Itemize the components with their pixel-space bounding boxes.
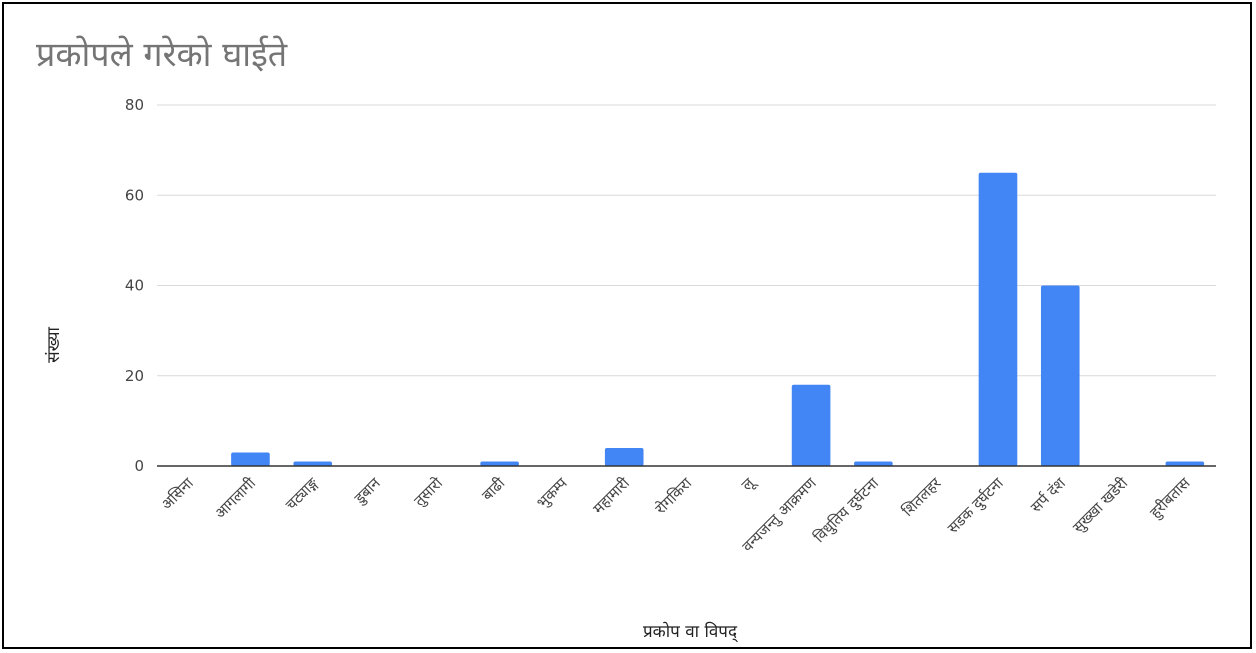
bar (604, 447, 644, 466)
y-tick-label: 80 (125, 96, 144, 114)
y-axis-ticks: 0 20 40 60 80 (125, 96, 144, 475)
y-tick-label: 0 (134, 457, 144, 475)
x-tick-label: सुख्खा खडेरी (1069, 473, 1133, 537)
bar (293, 461, 333, 466)
bar (854, 461, 893, 466)
bar (1040, 285, 1080, 466)
chart-title: प्रकोपले गरेको घाईते (36, 35, 288, 75)
x-tick-label: रोगकिरा (652, 473, 697, 518)
x-tick-label: सडक दुर्घटना (944, 473, 1008, 537)
y-axis-title: संख्या (44, 327, 64, 363)
bar (480, 461, 519, 466)
y-tick-label: 60 (125, 186, 144, 204)
x-tick-label: लू (738, 473, 760, 495)
y-tick-label: 40 (125, 277, 144, 295)
bar (978, 172, 1018, 466)
x-tick-label: तुसारो (410, 473, 447, 510)
bars (231, 172, 1205, 466)
x-axis-title: प्रकोप वा विपद् (643, 621, 739, 643)
x-tick-label: सर्प दंश (1027, 474, 1070, 517)
x-tick-label: चट्याङ्ग (282, 474, 322, 514)
x-axis-ticks: असिना आगलागी चट्याङ्ग डुबान तुसारो बाढी भुकम्प… (158, 473, 1195, 557)
x-tick-label: डुबान (350, 474, 385, 509)
x-tick-label: महामारी (589, 473, 633, 517)
bar (231, 452, 270, 466)
gridlines (157, 104, 1216, 377)
x-tick-label: बाढी (478, 473, 509, 504)
x-tick-label: भुकम्प (533, 474, 572, 513)
x-tick-label: शितलहर (899, 473, 946, 520)
x-tick-label: असिना (158, 473, 198, 513)
x-tick-label: हुरीबतास (1146, 474, 1195, 523)
bar (791, 384, 831, 466)
x-tick-label: विधुतिय दुर्घटना (810, 473, 884, 547)
y-tick-label: 20 (125, 367, 144, 385)
bar (1165, 461, 1205, 466)
x-tick-label: आगलागी (211, 473, 260, 522)
